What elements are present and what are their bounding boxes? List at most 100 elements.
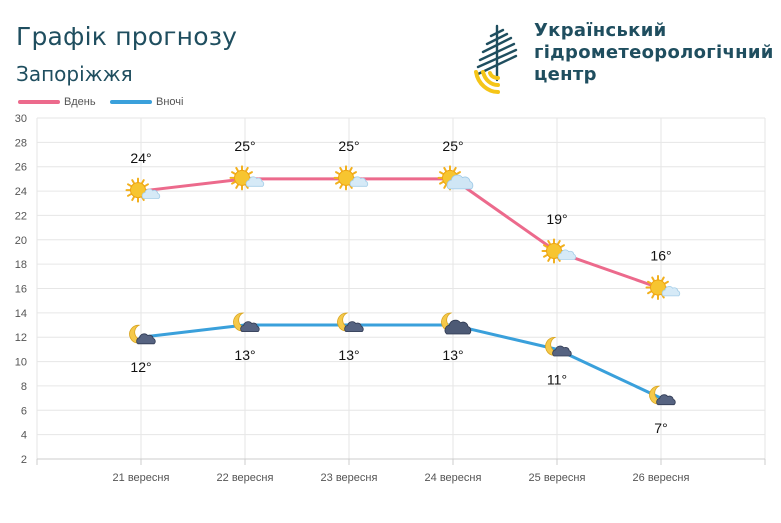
sun-ray xyxy=(559,244,565,248)
cloud-shape xyxy=(349,176,369,187)
sun-ray xyxy=(651,276,655,282)
sun-clouds-icon xyxy=(437,165,474,191)
sun-ray xyxy=(439,180,445,185)
data-label: 16° xyxy=(650,248,671,264)
sun-ray xyxy=(245,166,249,172)
sun-ray xyxy=(231,171,237,175)
sun-disc xyxy=(130,182,146,199)
data-label: 13° xyxy=(338,347,359,363)
sun-ray xyxy=(235,183,239,189)
moon-cloud-icon xyxy=(129,324,156,345)
cloud-shape xyxy=(446,174,474,190)
cloud-shape xyxy=(552,345,572,357)
data-label: 11° xyxy=(547,371,567,387)
y-tick-label: 12 xyxy=(15,332,27,344)
y-tick-label: 16 xyxy=(15,284,27,296)
sun-ray xyxy=(663,280,669,285)
sun-ray xyxy=(647,290,653,295)
sun-ray xyxy=(143,183,149,188)
sun-ray xyxy=(335,180,341,185)
legend-label-day: Вдень xyxy=(64,96,96,108)
cloud-shape xyxy=(557,249,577,260)
legend-swatch-day xyxy=(18,100,60,105)
sun-disc xyxy=(234,169,250,186)
droplet-logo-icon xyxy=(474,24,518,94)
y-tick-label: 10 xyxy=(15,357,27,369)
x-tick-label: 22 вересня xyxy=(217,472,274,484)
data-label: 19° xyxy=(546,211,567,227)
sun-cloud-icon xyxy=(229,165,265,191)
legend-swatch-night xyxy=(110,100,152,105)
sun-ray xyxy=(127,183,133,188)
sun-rays xyxy=(229,165,255,191)
y-tick-label: 20 xyxy=(15,235,27,247)
sun-cloud-icon xyxy=(125,177,161,203)
org-name-line: гідрометеорологічний xyxy=(534,42,774,63)
legend-item-day[interactable]: Вдень xyxy=(18,96,96,108)
sun-ray xyxy=(661,276,665,282)
cloud-shape xyxy=(444,319,472,335)
y-tick-label: 14 xyxy=(15,308,27,320)
city-name: Запоріжжя xyxy=(16,62,133,86)
sun-ray xyxy=(443,183,447,189)
sun-cloud-icon xyxy=(333,165,369,191)
sun-ray xyxy=(127,193,133,197)
sun-disc xyxy=(338,169,354,186)
sun-ray xyxy=(349,166,353,172)
y-tick-label: 4 xyxy=(21,430,27,442)
x-tick-label: 23 вересня xyxy=(321,472,378,484)
data-label: 24° xyxy=(130,150,151,166)
sun-ray xyxy=(547,240,551,246)
x-tick-label: 21 вересня xyxy=(113,472,170,484)
sun-ray xyxy=(543,244,549,248)
sun-ray xyxy=(141,179,145,185)
sun-ray xyxy=(339,166,343,172)
sun-ray xyxy=(351,171,357,175)
cloud-shape xyxy=(656,394,676,406)
sun-ray xyxy=(235,166,239,172)
sun-disc xyxy=(546,242,562,259)
sun-ray xyxy=(231,180,237,185)
legend-item-night[interactable]: Вночі xyxy=(110,96,183,108)
sun-ray xyxy=(651,293,655,299)
cloud-shape xyxy=(136,333,156,345)
sun-ray xyxy=(547,256,551,262)
data-label: 12° xyxy=(130,359,151,375)
cloud-shape xyxy=(240,321,260,333)
chart-title: Графік прогнозу xyxy=(16,22,238,51)
legend-label-night: Вночі xyxy=(156,96,184,108)
sun-ray xyxy=(455,171,461,175)
data-label: 25° xyxy=(442,138,463,154)
y-tick-label: 8 xyxy=(21,381,27,393)
y-tick-label: 30 xyxy=(15,113,27,125)
org-name-line: Український xyxy=(534,20,667,41)
org-name-line: центр xyxy=(534,64,597,85)
sun-ray xyxy=(131,179,135,185)
night-temperature-line xyxy=(139,323,663,400)
sun-ray xyxy=(443,166,447,172)
moon-clouds-icon xyxy=(441,312,472,335)
data-label: 13° xyxy=(442,347,463,363)
cloud-shape xyxy=(245,176,265,187)
sun-ray xyxy=(647,280,653,285)
sun-ray xyxy=(453,166,457,172)
sun-ray xyxy=(439,171,445,175)
cloud-shape xyxy=(141,188,161,199)
x-tick-label: 25 вересня xyxy=(529,472,586,484)
sun-ray xyxy=(131,195,135,202)
x-tick-label: 26 вересня xyxy=(633,472,690,484)
y-tick-label: 6 xyxy=(21,405,27,417)
cloud-shape xyxy=(344,321,364,333)
moon-cloud-icon xyxy=(649,385,676,406)
sun-ray xyxy=(247,171,253,175)
sun-cloud-icon xyxy=(645,275,681,300)
sun-ray xyxy=(339,183,343,189)
x-tick-label: 24 вересня xyxy=(425,472,482,484)
org-name: Український гідрометеорологічний центр xyxy=(534,20,774,86)
day-temperature-line xyxy=(139,177,663,290)
y-tick-label: 26 xyxy=(15,162,27,174)
y-tick-label: 2 xyxy=(21,454,27,466)
moon-cloud-icon xyxy=(337,312,364,333)
data-label: 7° xyxy=(654,420,667,436)
